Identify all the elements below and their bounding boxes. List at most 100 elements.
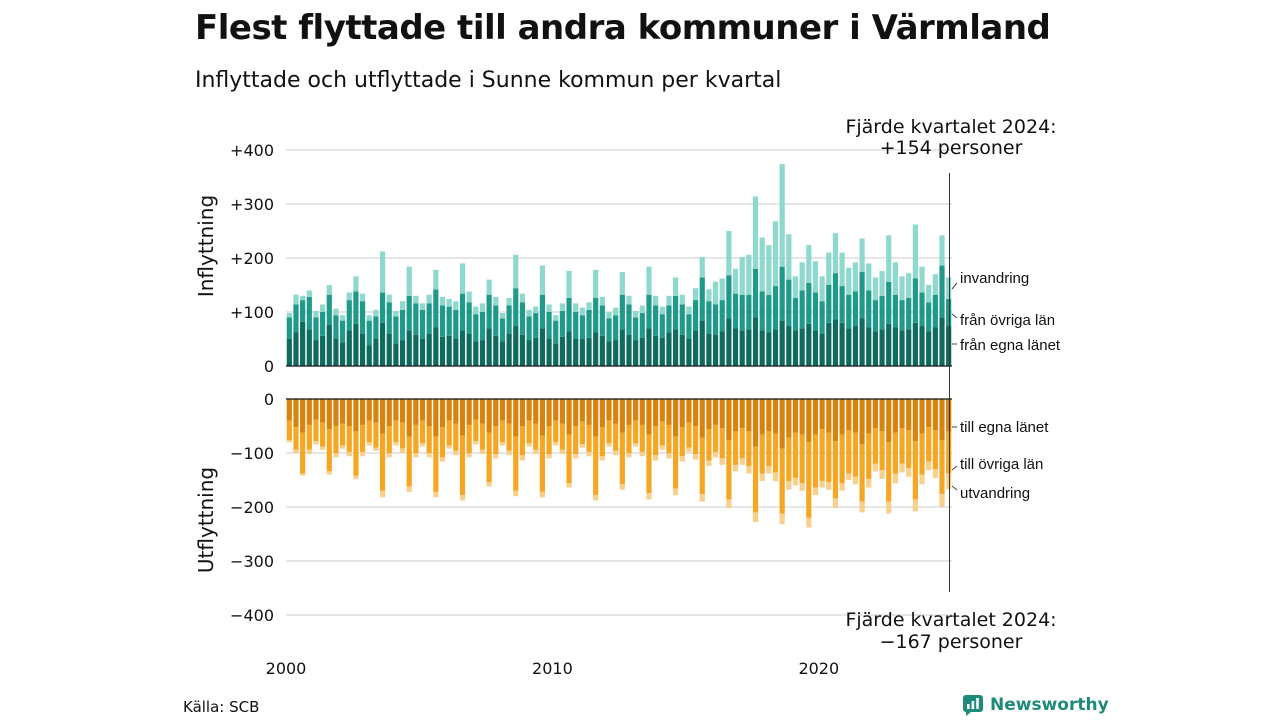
bar-fran-egna-lanet: [433, 327, 439, 366]
bar-fran-ovriga-lan: [739, 294, 745, 331]
bar-till-ovriga-lan: [892, 432, 898, 474]
bar-invandring: [939, 235, 945, 266]
bar-till-ovriga-lan: [613, 423, 619, 451]
bar-utvandring: [772, 472, 779, 482]
bar-utvandring: [746, 465, 752, 474]
bar-till-ovriga-lan: [706, 429, 712, 461]
bar-invandring: [406, 266, 412, 296]
bar-utvandring: [752, 512, 759, 523]
bar-invandring: [832, 233, 839, 274]
label-invandring: invandring: [960, 270, 1029, 287]
bar-fran-egna-lanet: [686, 339, 692, 366]
bar-invandring: [653, 295, 659, 306]
outflow-series-labels: till egna länet till övriga län utvandri…: [951, 419, 1049, 502]
bar-till-egna-lanet: [553, 399, 559, 421]
bar-utvandring: [526, 443, 532, 447]
bar-fran-ovriga-lan: [499, 318, 506, 342]
bar-fran-egna-lanet: [639, 337, 645, 366]
bar-utvandring: [313, 441, 319, 445]
bar-till-egna-lanet: [413, 399, 419, 425]
bar-fran-egna-lanet: [659, 337, 665, 366]
bar-utvandring: [353, 475, 359, 479]
y-tick-label: +100: [230, 303, 274, 322]
bar-invandring: [859, 238, 865, 273]
bar-till-ovriga-lan: [453, 423, 459, 451]
bar-fran-ovriga-lan: [533, 313, 539, 338]
bar-fran-ovriga-lan: [346, 300, 352, 331]
bar-fran-ovriga-lan: [579, 315, 585, 339]
y-tick-label: 0: [264, 390, 274, 409]
bar-utvandring: [599, 456, 605, 461]
bar-fran-egna-lanet: [559, 336, 565, 366]
bar-fran-egna-lanet: [453, 339, 459, 366]
bar-till-ovriga-lan: [346, 426, 352, 452]
y-tick-label: −200: [230, 498, 274, 517]
bar-fran-egna-lanet: [539, 328, 545, 366]
bar-till-egna-lanet: [912, 399, 918, 442]
bar-utvandring: [393, 442, 399, 446]
bar-till-egna-lanet: [599, 399, 605, 428]
bar-till-ovriga-lan: [306, 424, 312, 450]
bar-till-ovriga-lan: [559, 423, 565, 450]
bar-till-egna-lanet: [859, 399, 865, 445]
bar-till-egna-lanet: [846, 399, 852, 431]
bar-invandring: [826, 252, 832, 285]
bar-fran-egna-lanet: [386, 333, 392, 366]
bar-till-egna-lanet: [626, 399, 632, 425]
bar-till-ovriga-lan: [812, 434, 819, 488]
bar-till-egna-lanet: [806, 399, 812, 443]
bar-fran-ovriga-lan: [293, 304, 299, 333]
bar-invandring: [419, 303, 426, 310]
bar-utvandring: [293, 449, 299, 453]
bar-fran-egna-lanet: [766, 332, 772, 366]
bar-fran-egna-lanet: [326, 324, 332, 366]
bar-fran-ovriga-lan: [679, 304, 685, 335]
bar-till-egna-lanet: [579, 399, 585, 422]
bar-invandring: [792, 276, 799, 298]
bar-till-egna-lanet: [366, 399, 372, 421]
bar-fran-egna-lanet: [879, 329, 885, 366]
bar-utvandring: [346, 451, 352, 457]
bar-fran-egna-lanet: [553, 343, 559, 366]
bar-till-egna-lanet: [533, 399, 539, 424]
bar-fran-ovriga-lan: [792, 297, 799, 331]
bar-fran-ovriga-lan: [373, 316, 379, 339]
bar-till-ovriga-lan: [912, 441, 918, 500]
bar-fran-ovriga-lan: [306, 296, 312, 330]
bar-utvandring: [466, 453, 472, 458]
bar-till-ovriga-lan: [286, 420, 292, 441]
bar-fran-egna-lanet: [926, 331, 932, 366]
bar-utvandring: [306, 449, 312, 455]
bar-fran-egna-lanet: [819, 333, 825, 366]
bar-till-ovriga-lan: [759, 434, 765, 474]
bar-fran-ovriga-lan: [932, 294, 938, 328]
bar-invandring: [699, 256, 705, 278]
bar-utvandring: [806, 517, 812, 528]
bar-till-egna-lanet: [459, 399, 466, 436]
bar-fran-ovriga-lan: [353, 291, 359, 324]
bar-invandring: [506, 297, 512, 306]
bar-utvandring: [639, 451, 645, 457]
newsworthy-logo-icon: [963, 695, 983, 716]
bar-fran-egna-lanet: [846, 328, 852, 366]
bar-invandring: [459, 263, 466, 294]
bar-utvandring: [832, 498, 839, 509]
bar-utvandring: [513, 490, 519, 497]
bar-fran-ovriga-lan: [466, 302, 472, 334]
bar-fran-egna-lanet: [426, 333, 432, 366]
bar-fran-ovriga-lan: [719, 300, 725, 332]
bar-utvandring: [459, 495, 466, 501]
bar-utvandring: [613, 450, 619, 456]
bar-invandring: [379, 251, 386, 293]
bar-fran-ovriga-lan: [526, 316, 532, 341]
bar-till-ovriga-lan: [446, 420, 452, 446]
bar-invandring: [899, 276, 905, 301]
bar-utvandring: [792, 477, 799, 486]
bar-till-ovriga-lan: [606, 420, 612, 444]
bar-fran-egna-lanet: [746, 329, 752, 366]
bar-utvandring: [386, 453, 392, 458]
bar-till-egna-lanet: [399, 399, 406, 423]
y-tick-label: +300: [230, 195, 274, 214]
bar-invandring: [759, 237, 765, 292]
bar-till-ovriga-lan: [699, 437, 705, 495]
